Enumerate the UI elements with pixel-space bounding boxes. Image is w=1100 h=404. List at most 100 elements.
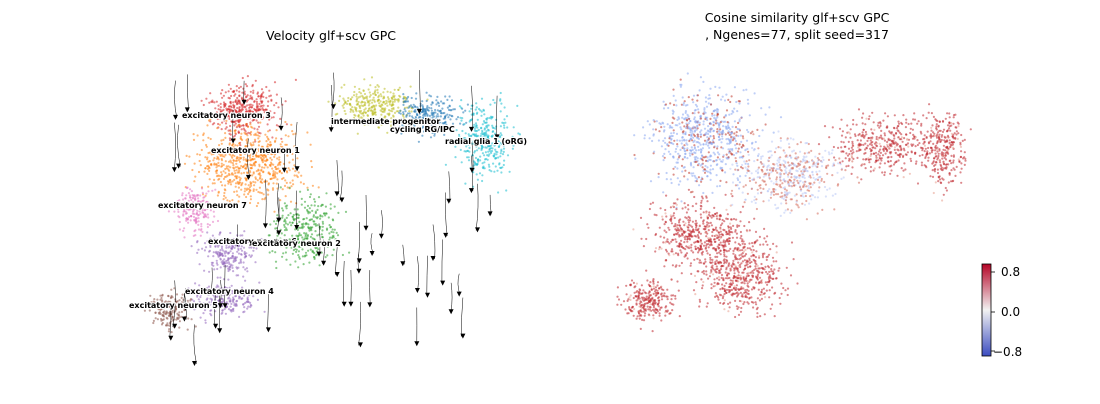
cell-point [373,97,375,99]
cell-point [491,125,493,127]
cell-point [213,101,215,103]
cell-point [844,169,846,171]
cell-point [234,170,236,172]
cell-point [203,104,205,106]
cell-point [358,96,360,98]
cell-point [217,253,219,255]
cell-point [729,101,731,103]
cell-point [279,161,281,163]
streamline-arrow [282,168,287,173]
cell-point [269,141,271,143]
cell-point [259,187,261,189]
cell-point [872,133,874,135]
cell-point [217,162,219,164]
cell-point [850,150,852,152]
cell-point [804,204,806,206]
cell-point [194,163,196,165]
cell-point [477,119,479,121]
cell-point [705,132,707,134]
cell-point [771,154,773,156]
cell-point [880,122,882,124]
cell-point [697,146,699,148]
cell-point [227,270,229,272]
cell-point [893,143,895,145]
cell-point [802,169,804,171]
cell-point [251,127,253,129]
cell-point [227,297,229,299]
cell-point [870,155,872,157]
cell-point [938,149,940,151]
cell-point [869,148,871,150]
cell-point [233,298,235,300]
cell-point [757,169,759,171]
cell-point [806,142,808,144]
cell-point [856,176,858,178]
streamline-arrow [475,227,480,232]
cell-point [192,213,194,215]
cell-point [672,135,674,137]
cell-point [149,295,151,297]
cell-point [718,87,720,89]
cell-point [946,163,948,165]
cell-point [236,177,238,179]
cell-point [738,102,740,104]
cell-point [238,196,240,198]
cell-point [165,324,167,326]
cell-point [930,130,932,132]
cell-point [323,212,325,214]
cell-point [927,131,929,133]
cell-point [230,181,232,183]
cell-point [880,152,882,154]
cell-point [886,125,888,127]
cell-point [695,156,697,158]
cell-point [769,177,771,179]
cell-point [228,170,230,172]
cell-point [857,134,859,136]
cell-point [229,101,231,103]
cell-point [716,108,718,110]
cell-point [770,171,772,173]
streamline [427,256,428,296]
cell-point [499,167,501,169]
cell-point [196,241,198,243]
cell-point [684,150,686,152]
cell-point [924,134,926,136]
cell-point [243,306,245,308]
cell-point [499,98,501,100]
cell-point [924,145,926,147]
cell-point [372,99,374,101]
cell-point [205,193,207,195]
cell-point [492,99,494,101]
cell-point [923,138,925,140]
cell-point [942,152,944,154]
cell-point [306,131,308,133]
cell-point [732,111,734,113]
cell-point [451,99,453,101]
cell-point [489,169,491,171]
cell-point [307,226,309,228]
cell-point [749,114,751,116]
cell-point [704,128,706,130]
cell-point [262,171,264,173]
cell-point [497,156,499,158]
cell-point [752,133,754,135]
cell-point [904,168,906,170]
cell-point [818,159,820,161]
cell-point [735,157,737,159]
cell-point [716,174,718,176]
cell-point [313,198,315,200]
cell-point [882,148,884,150]
cell-point [229,125,231,127]
cell-point [430,136,432,138]
cell-point [720,121,722,123]
cell-point [900,153,902,155]
cell-point [924,141,926,143]
cell-point [765,114,767,116]
cell-point [901,136,903,138]
cell-point [216,268,218,270]
cell-point [238,132,240,134]
cell-point [890,132,892,134]
cell-point [854,135,856,137]
cell-point [769,150,771,152]
cell-point [298,256,300,258]
